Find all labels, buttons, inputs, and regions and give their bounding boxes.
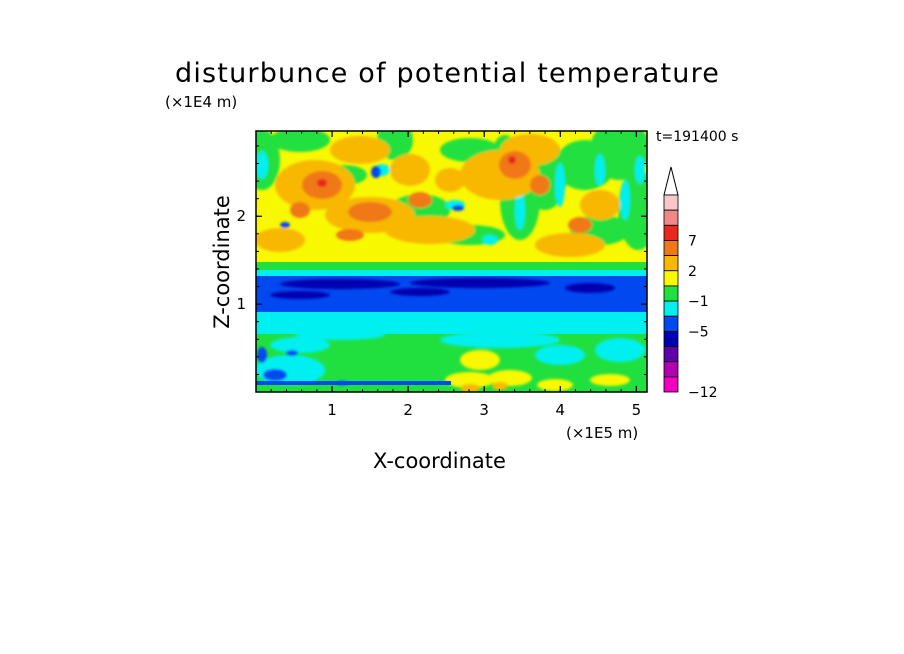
x-unit-label: (×1E5 m) <box>566 424 639 442</box>
x-tick-label: 1 <box>327 401 337 419</box>
green-patch <box>270 131 330 152</box>
y-tick-label: 2 <box>236 207 246 225</box>
navy-patch <box>280 279 400 289</box>
cyan-patch <box>256 151 268 179</box>
axis-ticks: 1 2 3 4 5 1 2 <box>236 131 647 419</box>
lower-yellow-patch <box>445 372 495 388</box>
lower-gold-patch <box>460 384 480 392</box>
colorbar-label: −12 <box>688 385 718 401</box>
colorbar-swatch <box>663 300 679 317</box>
colorbar-swatch <box>663 270 679 287</box>
orange-patch <box>499 151 531 179</box>
gold-patch <box>330 136 390 164</box>
colorbar-swatch <box>663 255 679 272</box>
navy-patch <box>270 291 330 299</box>
orange-patch <box>290 202 310 218</box>
orange-patch <box>568 217 592 233</box>
blue-patch <box>371 166 381 178</box>
lower-gold-patch <box>492 382 508 390</box>
cyan-patch <box>595 154 605 186</box>
y-tick-label: 1 <box>236 295 246 313</box>
colorbar-swatch <box>663 194 679 211</box>
cyan-patch <box>515 190 525 230</box>
colorbar-label: −1 <box>688 294 709 310</box>
transition-green <box>256 262 647 272</box>
surface-blue-strip <box>256 381 451 385</box>
lower-cyan-patch <box>595 338 645 362</box>
blue-patch <box>280 222 290 228</box>
x-tick-label: 3 <box>479 401 489 419</box>
colorbar-label: 7 <box>688 233 697 249</box>
contour-field <box>256 131 647 392</box>
lower-yellow-patch <box>537 379 573 391</box>
gold-patch <box>535 233 605 257</box>
colorbar-swatch <box>663 346 679 363</box>
gold-patch <box>435 168 465 192</box>
x-axis-label: X-coordinate <box>373 449 506 473</box>
cold-cyan-bottom <box>256 312 647 334</box>
colorbar-swatch <box>663 315 679 332</box>
gold-patch <box>256 228 305 252</box>
colorbar-swatch <box>663 330 679 347</box>
red-patch <box>317 179 327 187</box>
lower-cyan-patch <box>440 332 560 348</box>
colorbar-swatch <box>663 224 679 241</box>
orange-patch <box>336 229 364 241</box>
cyan-patch <box>635 156 645 184</box>
lower-blue-patch <box>257 347 267 363</box>
lower-yellow-patch <box>488 370 532 386</box>
cyan-patch <box>620 180 630 220</box>
colorbar-swatch <box>663 209 679 226</box>
colorbar-label: −5 <box>688 324 709 340</box>
cyan-patch <box>555 163 565 207</box>
navy-patch <box>565 283 615 293</box>
y-unit-label: (×1E4 m) <box>165 93 238 111</box>
orange-patch <box>408 192 432 208</box>
colorbar-extend-arrow <box>663 166 679 196</box>
blue-patch <box>452 205 464 211</box>
x-tick-label: 5 <box>632 401 642 419</box>
colorbar: 7 2 −1 −5 −12 <box>663 166 718 401</box>
gold-patch <box>390 154 430 186</box>
lower-cyan-patch <box>295 330 385 340</box>
red-patch <box>508 156 516 164</box>
navy-patch <box>390 288 450 296</box>
lower-yellow-patch <box>590 374 630 386</box>
lower-blue-patch <box>263 369 287 381</box>
colorbar-swatch <box>663 240 679 257</box>
x-tick-label: 4 <box>556 401 566 419</box>
orange-patch <box>530 175 550 195</box>
gold-patch <box>385 216 475 244</box>
cold-cyan-top <box>256 270 647 278</box>
lower-cyan-patch <box>535 345 585 365</box>
lower-yellow-patch <box>460 350 500 370</box>
navy-patch <box>410 278 550 288</box>
chart-title: disturbunce of potential temperature <box>175 58 721 89</box>
plot-frame <box>255 130 648 393</box>
colorbar-swatch <box>663 285 679 302</box>
time-label: t=191400 s <box>656 129 739 145</box>
colorbar-swatch <box>663 361 679 378</box>
colorbar-swatch <box>663 376 679 393</box>
cyan-patch <box>482 235 498 245</box>
orange-patch <box>348 202 392 222</box>
colorbar-label: 2 <box>688 264 697 280</box>
gold-patch <box>580 190 620 220</box>
x-tick-label: 2 <box>403 401 413 419</box>
lower-cyan-patch <box>270 337 330 353</box>
lower-blue-patch <box>286 350 298 356</box>
